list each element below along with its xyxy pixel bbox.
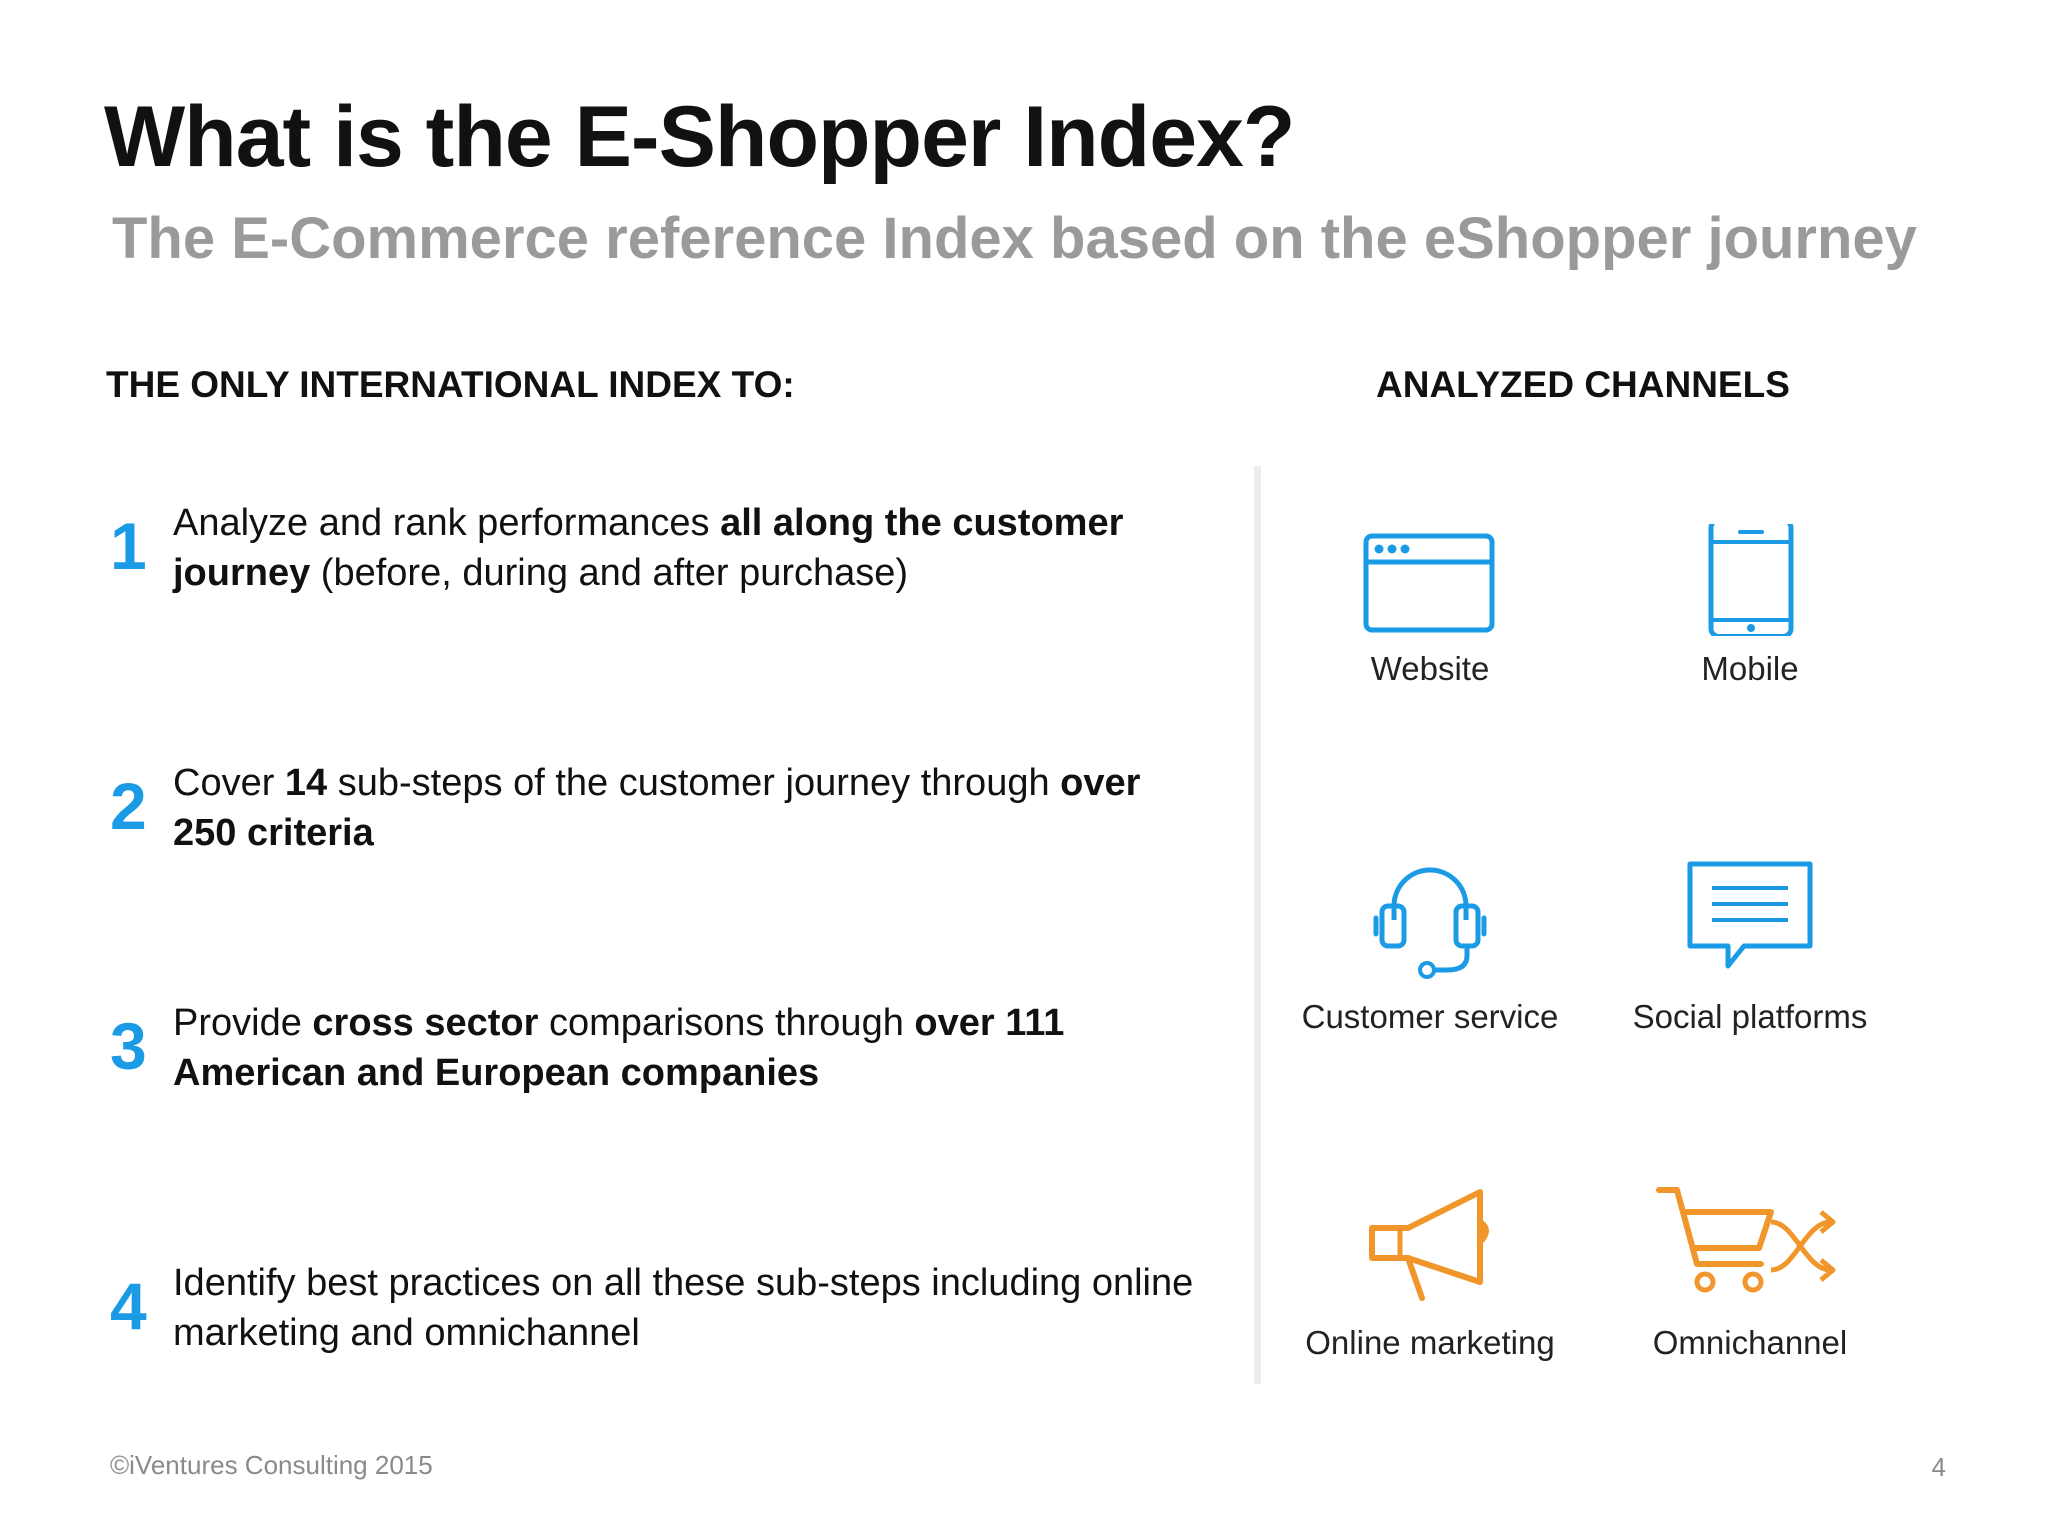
item-text-bold: cross sector — [312, 1002, 539, 1044]
item-text: Provide cross sector comparisons through… — [173, 998, 1213, 1098]
page-number: 4 — [1931, 1452, 1946, 1482]
page-title: What is the E-Shopper Index? — [104, 89, 1295, 185]
channel-label: Online marketing — [1305, 1324, 1555, 1361]
item-number: 4 — [110, 1269, 147, 1343]
channel-label: Social platforms — [1632, 998, 1868, 1035]
channel-label: Mobile — [1701, 650, 1799, 687]
page-subtitle: The E-Commerce reference Index based on … — [112, 206, 1917, 271]
shopping-cart-shuffle-icon — [1656, 1187, 1836, 1293]
item-text-run: Provide — [173, 1002, 313, 1044]
index-goals-heading: THE ONLY INTERNATIONAL INDEX TO: — [106, 364, 795, 405]
item-text-run: comparisons through — [538, 1002, 915, 1044]
item-text-bold: 14 — [284, 762, 328, 804]
channel-customer-service: Customer service — [1270, 856, 1590, 1036]
column-divider — [1254, 466, 1261, 1384]
item-text-run: (before, during and after purchase) — [310, 552, 909, 594]
item-text: Cover 14 sub-steps of the customer journ… — [173, 758, 1213, 858]
headset-icon — [1373, 867, 1487, 979]
smartphone-icon — [1708, 524, 1794, 636]
channel-mobile: Mobile — [1590, 524, 1910, 688]
channel-label: Omnichannel — [1652, 1324, 1848, 1361]
item-text: Analyze and rank performances all along … — [173, 498, 1213, 598]
item-text-run: Cover — [173, 762, 285, 804]
channel-website: Website — [1270, 524, 1590, 688]
item-text-run: Analyze and rank performances — [173, 502, 721, 544]
channel-omnichannel: Omnichannel — [1590, 1182, 1910, 1362]
analyzed-channels-heading: ANALYZED CHANNELS — [1376, 364, 1790, 405]
item-text-run: Identify best practices on all these sub… — [173, 1262, 1194, 1354]
browser-window-icon — [1363, 533, 1495, 633]
item-number: 1 — [110, 509, 147, 583]
item-number: 2 — [110, 769, 147, 843]
channel-label: Customer service — [1301, 998, 1559, 1035]
item-number: 3 — [110, 1009, 147, 1083]
item-text-bold: over 250 criteria — [173, 762, 1141, 854]
item-text-run: sub-steps of the customer journey throug… — [327, 762, 1061, 804]
megaphone-icon — [1369, 1189, 1489, 1301]
item-text-bold: all along the customer journey — [173, 502, 1124, 594]
copyright-footer: ©iVentures Consulting 2015 — [110, 1450, 433, 1480]
channel-online-marketing: Online marketing — [1270, 1182, 1590, 1362]
item-text-bold: over 111 American and European companies — [173, 1002, 1065, 1094]
channel-label: Website — [1370, 650, 1490, 687]
channel-social-platforms: Social platforms — [1590, 856, 1910, 1036]
chat-bubble-icon — [1687, 861, 1813, 969]
item-text: Identify best practices on all these sub… — [173, 1258, 1213, 1358]
